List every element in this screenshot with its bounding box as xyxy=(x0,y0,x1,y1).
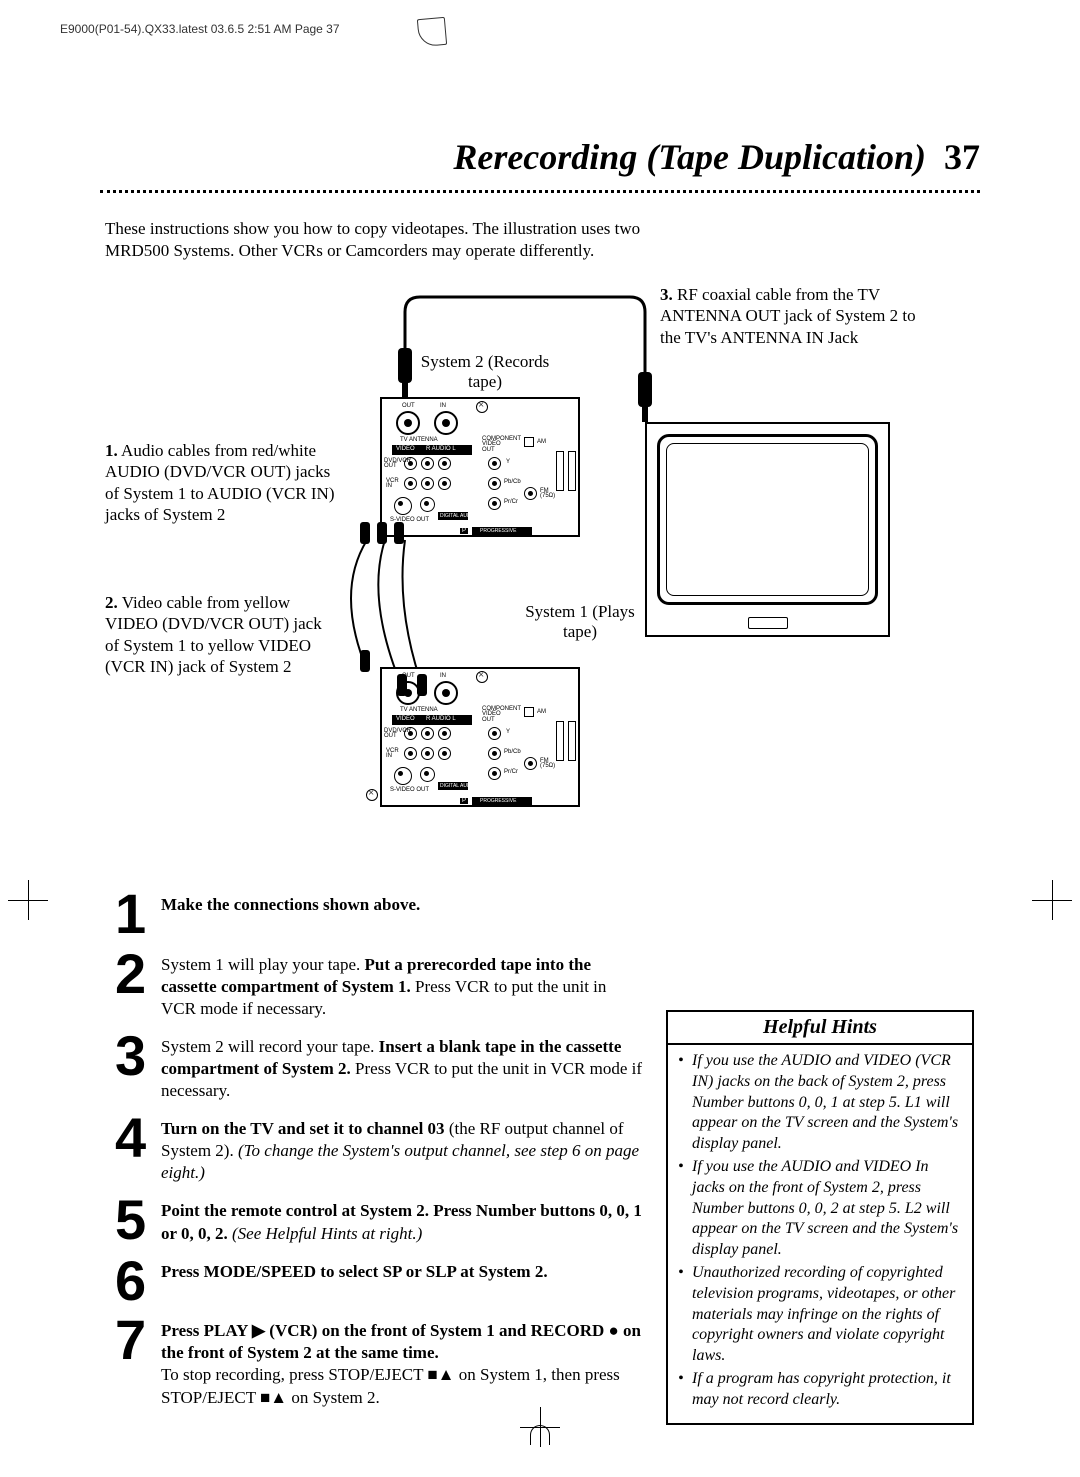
jack-label-am-2: AM xyxy=(537,709,546,715)
step-text: Make the connections shown above. xyxy=(161,890,420,938)
plug-av-4 xyxy=(360,650,370,672)
step-4: 4 Turn on the TV and set it to channel 0… xyxy=(115,1114,645,1184)
jack-label-comp-2: COMPONENT VIDEO OUT xyxy=(482,707,512,723)
jack-label-pb-2: Pb/Cb xyxy=(504,749,521,755)
note-3-text: RF coaxial cable from the TV ANTENNA OUT… xyxy=(660,285,916,347)
note-1-text: Audio cables from red/white AUDIO (DVD/V… xyxy=(105,441,335,524)
step-7-rest: To stop recording, press STOP/EJECT ■▲ o… xyxy=(161,1365,620,1406)
step-6: 6 Press MODE/SPEED to select SP or SLP a… xyxy=(115,1257,645,1305)
step-7: 7 Press PLAY ▶ (VCR) on the front of Sys… xyxy=(115,1316,645,1408)
step-number: 1 xyxy=(115,890,161,938)
plug-av-5 xyxy=(397,674,407,696)
note-2-text: Video cable from yellow VIDEO (DVD/VCR O… xyxy=(105,593,322,676)
hints-title: Helpful Hints xyxy=(668,1012,972,1045)
jack-label-comp: COMPONENT VIDEO OUT xyxy=(482,437,512,453)
jack-label-audio-2: R AUDIO L xyxy=(426,716,456,722)
diagram-note-1: 1. Audio cables from red/white AUDIO (DV… xyxy=(105,440,335,525)
step-text: Point the remote control at System 2. Pr… xyxy=(161,1196,645,1244)
crop-mark-bottom-arc xyxy=(530,1425,550,1445)
page-title: Rerecording (Tape Duplication) 37 xyxy=(453,136,980,178)
hint-item: If you use the AUDIO and VIDEO (VCR IN) … xyxy=(678,1051,962,1155)
jack-label-antenna-2: TV ANTENNA xyxy=(400,707,438,713)
jack-label-audio: R AUDIO L xyxy=(426,446,456,452)
jack-label-prog-2: PROGRESSIVE xyxy=(480,798,516,804)
plug-av-1 xyxy=(360,522,370,544)
step-number: 3 xyxy=(115,1032,161,1102)
plug-rf-out xyxy=(396,348,414,398)
crop-mark-right xyxy=(1032,880,1072,920)
jack-label-pr: Pr/Cr xyxy=(504,499,518,505)
plug-av-3 xyxy=(394,522,404,544)
page-number: 37 xyxy=(944,137,980,177)
plug-rf-in xyxy=(636,372,654,422)
step-1: 1 Make the connections shown above. xyxy=(115,890,645,938)
title-divider xyxy=(100,190,980,193)
hints-body: If you use the AUDIO and VIDEO (VCR IN) … xyxy=(668,1045,972,1423)
jack-label-prog: PROGRESSIVE xyxy=(480,528,516,534)
jack-label-antenna: TV ANTENNA xyxy=(400,437,438,443)
jack-label-p-2: P xyxy=(460,798,468,804)
note-1-num: 1. xyxy=(105,441,118,460)
step-number: 2 xyxy=(115,950,161,1020)
jack-label-p: P xyxy=(460,528,468,534)
jack-label-out: OUT xyxy=(402,403,415,409)
instruction-steps: 1 Make the connections shown above. 2 Sy… xyxy=(115,890,645,1421)
jack-label-vcrin-2: VCR IN xyxy=(386,749,404,760)
hint-item: If you use the AUDIO and VIDEO In jacks … xyxy=(678,1157,962,1261)
system-1-label: System 1 (Plays tape) xyxy=(510,602,650,643)
jack-label-pb: Pb/Cb xyxy=(504,479,521,485)
step-3: 3 System 2 will record your tape. Insert… xyxy=(115,1032,645,1102)
step-text: Press PLAY ▶ (VCR) on the front of Syste… xyxy=(161,1316,645,1408)
jack-label-in: IN xyxy=(440,403,446,409)
jack-label-y: Y xyxy=(506,459,510,465)
step-text: Turn on the TV and set it to channel 03 … xyxy=(161,1114,645,1184)
jack-label-video: VIDEO xyxy=(396,446,415,452)
tv-diagram xyxy=(645,422,890,637)
jack-label-digital: DIGITAL AUDIO OUT COAXIAL xyxy=(440,513,511,519)
crop-mark-left xyxy=(8,880,48,920)
jack-label-svideo-2: S-VIDEO OUT xyxy=(390,787,429,793)
diagram-note-3: 3. RF coaxial cable from the TV ANTENNA … xyxy=(660,284,940,348)
jack-label-in-2: IN xyxy=(440,673,446,679)
connection-diagram: 1. Audio cables from red/white AUDIO (DV… xyxy=(105,282,975,842)
step-text: System 1 will play your tape. Put a prer… xyxy=(161,950,645,1020)
step-7-bold: Press PLAY ▶ (VCR) on the front of Syste… xyxy=(161,1321,641,1362)
step-number: 5 xyxy=(115,1196,161,1244)
note-3-num: 3. xyxy=(660,285,673,304)
system-2-label: System 2 (Records tape) xyxy=(415,352,555,393)
helpful-hints-box: Helpful Hints If you use the AUDIO and V… xyxy=(666,1010,974,1425)
plug-av-2 xyxy=(377,522,387,544)
diagram-note-2: 2. Video cable from yellow VIDEO (DVD/VC… xyxy=(105,592,335,677)
system-2-back-panel: OUT IN TV ANTENNA VIDEO R AUDIO L DVD/VC… xyxy=(380,397,580,537)
page-corner-mark xyxy=(417,17,447,47)
hint-item: Unauthorized recording of copyrighted te… xyxy=(678,1263,962,1367)
jack-label-y-2: Y xyxy=(506,729,510,735)
jack-label-am: AM xyxy=(537,439,546,445)
step-2: 2 System 1 will play your tape. Put a pr… xyxy=(115,950,645,1020)
note-2-num: 2. xyxy=(105,593,118,612)
jack-label-vcrin: VCR IN xyxy=(386,479,404,490)
step-number: 7 xyxy=(115,1316,161,1408)
header-meta: E9000(P01-54).QX33.latest 03.6.5 2:51 AM… xyxy=(60,22,340,36)
jack-label-dvdout: DVD/VCR OUT xyxy=(384,459,402,470)
step-number: 4 xyxy=(115,1114,161,1184)
system-1-back-panel: OUT IN TV ANTENNA VIDEO R AUDIO L DVD/VC… xyxy=(380,667,580,807)
intro-paragraph: These instructions show you how to copy … xyxy=(105,218,665,262)
title-text: Rerecording (Tape Duplication) xyxy=(453,137,926,177)
step-text: System 2 will record your tape. Insert a… xyxy=(161,1032,645,1102)
hint-item: If a program has copyright protection, i… xyxy=(678,1369,962,1411)
jack-label-digital-2: DIGITAL AUDIO OUT COAXIAL xyxy=(440,783,511,789)
step-text: Press MODE/SPEED to select SP or SLP at … xyxy=(161,1257,548,1305)
step-5: 5 Point the remote control at System 2. … xyxy=(115,1196,645,1244)
jack-label-dvdout-2: DVD/VCR OUT xyxy=(384,729,402,740)
jack-label-pr-2: Pr/Cr xyxy=(504,769,518,775)
jack-label-video-2: VIDEO xyxy=(396,716,415,722)
step-number: 6 xyxy=(115,1257,161,1305)
plug-av-6 xyxy=(417,674,427,696)
